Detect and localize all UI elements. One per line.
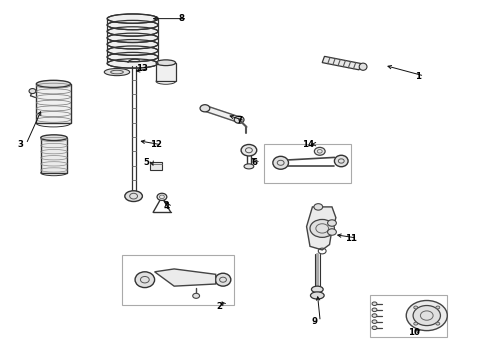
Ellipse shape bbox=[107, 59, 158, 68]
Circle shape bbox=[413, 306, 441, 325]
Text: 2: 2 bbox=[217, 302, 222, 311]
Text: 4: 4 bbox=[164, 202, 170, 211]
Polygon shape bbox=[307, 207, 336, 250]
Text: 3: 3 bbox=[17, 140, 23, 149]
Circle shape bbox=[328, 229, 336, 235]
Bar bbox=[156, 63, 175, 81]
Circle shape bbox=[315, 147, 325, 155]
Ellipse shape bbox=[107, 14, 158, 23]
Circle shape bbox=[372, 320, 377, 323]
Bar bbox=[122, 255, 234, 305]
Circle shape bbox=[193, 293, 199, 298]
Ellipse shape bbox=[135, 272, 155, 288]
Ellipse shape bbox=[104, 68, 130, 76]
Bar bbox=[150, 162, 162, 170]
Circle shape bbox=[436, 306, 440, 309]
Ellipse shape bbox=[334, 155, 348, 167]
Ellipse shape bbox=[359, 63, 367, 70]
Text: 7: 7 bbox=[236, 116, 242, 125]
Circle shape bbox=[414, 322, 417, 325]
Ellipse shape bbox=[156, 60, 175, 66]
Bar bbox=[369, 295, 447, 337]
Ellipse shape bbox=[107, 53, 158, 62]
Ellipse shape bbox=[36, 80, 71, 87]
Circle shape bbox=[314, 204, 323, 210]
Bar bbox=[264, 144, 350, 183]
Bar bbox=[41, 138, 67, 173]
Bar bbox=[36, 84, 71, 123]
Ellipse shape bbox=[241, 144, 257, 156]
Ellipse shape bbox=[200, 105, 210, 112]
Text: 11: 11 bbox=[345, 234, 358, 243]
Text: 13: 13 bbox=[136, 64, 148, 73]
Text: 8: 8 bbox=[178, 14, 184, 23]
Polygon shape bbox=[322, 57, 361, 70]
Circle shape bbox=[372, 308, 377, 312]
Ellipse shape bbox=[244, 164, 254, 169]
Text: 14: 14 bbox=[302, 140, 315, 149]
Circle shape bbox=[372, 314, 377, 318]
Ellipse shape bbox=[273, 156, 289, 169]
Polygon shape bbox=[155, 269, 216, 286]
Ellipse shape bbox=[215, 273, 231, 286]
Circle shape bbox=[29, 89, 36, 94]
Text: 5: 5 bbox=[144, 158, 149, 167]
Ellipse shape bbox=[312, 286, 323, 293]
Circle shape bbox=[414, 306, 417, 309]
Circle shape bbox=[436, 322, 440, 325]
Circle shape bbox=[157, 193, 167, 201]
Ellipse shape bbox=[107, 46, 158, 55]
Text: 1: 1 bbox=[416, 72, 421, 81]
Ellipse shape bbox=[107, 27, 158, 36]
Ellipse shape bbox=[107, 21, 158, 30]
Circle shape bbox=[372, 302, 377, 306]
Circle shape bbox=[372, 326, 377, 329]
Ellipse shape bbox=[234, 116, 244, 123]
Ellipse shape bbox=[41, 135, 67, 140]
Text: 9: 9 bbox=[311, 317, 318, 326]
Text: 10: 10 bbox=[408, 328, 419, 337]
Circle shape bbox=[406, 301, 447, 330]
Circle shape bbox=[310, 220, 334, 237]
Text: 12: 12 bbox=[150, 140, 162, 149]
Ellipse shape bbox=[107, 40, 158, 49]
Text: 6: 6 bbox=[252, 158, 258, 167]
Ellipse shape bbox=[107, 33, 158, 42]
Ellipse shape bbox=[311, 292, 324, 299]
Circle shape bbox=[328, 220, 336, 226]
Ellipse shape bbox=[125, 191, 143, 202]
